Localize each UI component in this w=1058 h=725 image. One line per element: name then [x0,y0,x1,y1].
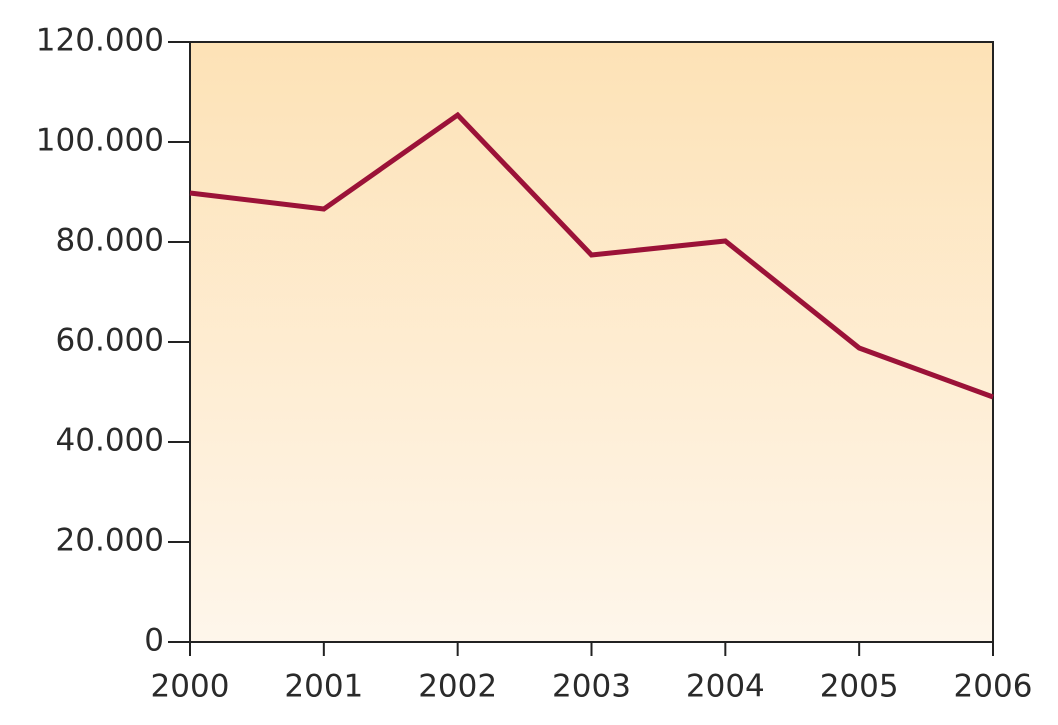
y-tick-label: 40.000 [56,423,164,459]
x-tick-label: 2004 [686,669,765,705]
x-tick-label: 2001 [284,669,363,705]
x-tick-label: 2005 [820,669,899,705]
y-tick-label: 60.000 [56,323,164,359]
y-tick-label: 80.000 [56,223,164,259]
x-tick-label: 2003 [552,669,631,705]
x-tick-label: 2002 [418,669,497,705]
x-tick-label: 2006 [954,669,1033,705]
series-line [189,111,994,400]
y-tick-label: 100.000 [36,123,164,159]
y-tick-label: 20.000 [56,523,164,559]
x-tick-label: 2000 [151,669,230,705]
y-tick-label: 120.000 [36,23,164,59]
y-tick-label: 0 [144,623,164,659]
plot-area [189,41,994,643]
